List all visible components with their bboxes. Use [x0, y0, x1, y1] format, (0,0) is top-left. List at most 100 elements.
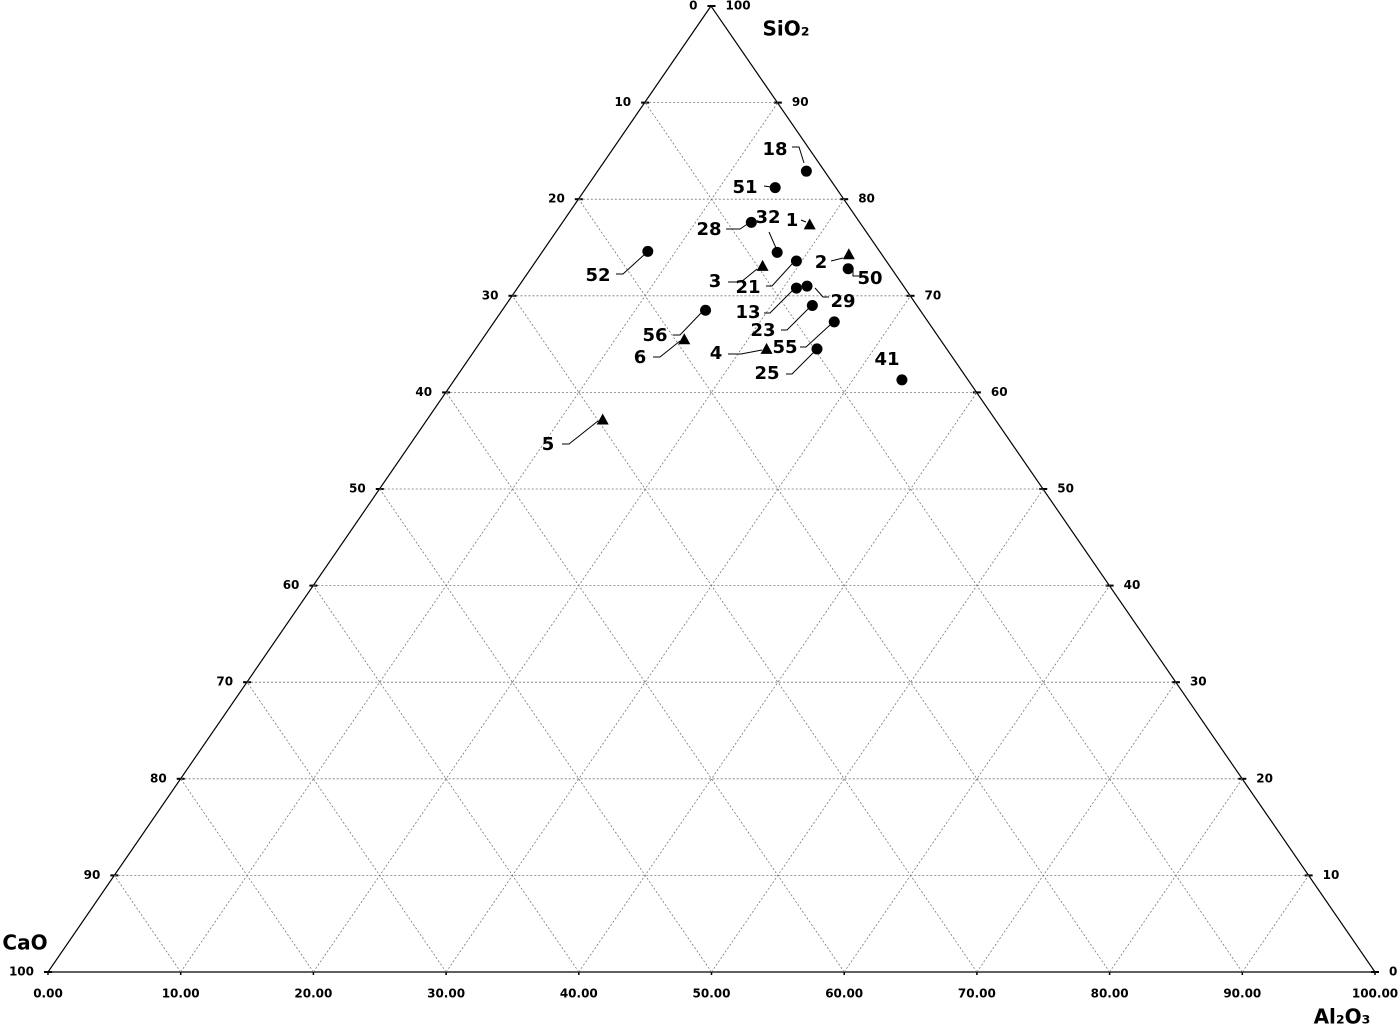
right-tick-label: 70: [925, 288, 942, 302]
leader-line: [616, 253, 646, 275]
point-circle: [811, 343, 823, 355]
grid-line: [1241, 875, 1309, 973]
point-triangle: [842, 248, 855, 260]
leader-line: [852, 270, 860, 277]
point-circle: [745, 216, 757, 228]
right-tick-label: 10: [1323, 868, 1340, 882]
triangle-frame: [46, 4, 1377, 973]
bottom-tick-label: 40.00: [560, 987, 598, 1001]
left-tick-label: 90: [84, 868, 101, 882]
point-label: 55: [772, 337, 797, 358]
point-label: 18: [762, 139, 787, 160]
grid-line: [114, 875, 182, 973]
grid-line: [246, 681, 447, 973]
bottom-tick-label: 60.00: [825, 987, 863, 1001]
point-label: 4: [710, 343, 723, 364]
point-label: 41: [874, 349, 899, 370]
leader-line: [786, 351, 815, 375]
leader-line: [728, 349, 763, 355]
bottom-tick-label: 90.00: [1223, 987, 1261, 1001]
point-circle: [790, 255, 802, 267]
bottom-tick-label: 80.00: [1091, 987, 1129, 1001]
right-tick-label: 60: [991, 385, 1008, 399]
leader-line: [768, 231, 777, 249]
bottom-tick-label: 50.00: [693, 987, 731, 1001]
leader-line: [728, 268, 758, 283]
grid-line: [379, 488, 712, 973]
point-circle: [896, 374, 908, 386]
leader-line: [792, 146, 805, 164]
grid-line: [976, 681, 1177, 973]
point-label: 13: [735, 302, 760, 323]
point-label: 32: [755, 207, 780, 228]
grid-line: [711, 488, 1044, 973]
point-circle: [771, 246, 783, 258]
bottom-tick-label: 20.00: [294, 987, 332, 1001]
point-label: 56: [642, 325, 667, 346]
leader-line: [764, 290, 793, 314]
right-tick-label: 0: [1389, 965, 1397, 979]
leader-line: [814, 287, 829, 298]
point-label: 51: [732, 177, 757, 198]
right-tick-label: 30: [1190, 675, 1207, 689]
left-tick-label: 70: [216, 675, 233, 689]
grid-line: [1109, 778, 1243, 973]
grid-line: [578, 392, 978, 973]
left-tick-label: 40: [415, 385, 432, 399]
left-tick-label: 20: [548, 192, 565, 206]
point-triangle: [678, 333, 691, 345]
point-circle: [806, 299, 818, 311]
point-triangle: [756, 259, 769, 271]
point-triangle: [596, 413, 609, 425]
point-label: 21: [735, 277, 760, 298]
right-tick-label: 50: [1057, 482, 1074, 496]
leader-line: [800, 324, 831, 348]
leader-line: [766, 263, 793, 287]
point-label: 50: [857, 268, 882, 289]
right-tick-label: 90: [792, 95, 809, 109]
right-tick-label: 80: [858, 192, 875, 206]
bottom-tick-label: 10.00: [162, 987, 200, 1001]
point-circle: [700, 304, 712, 316]
point-circle: [769, 182, 781, 194]
grid-line: [313, 198, 845, 973]
right-tick-label: 20: [1256, 771, 1273, 785]
bottom-tick-label: 0.00: [33, 987, 63, 1001]
point-label: 5: [542, 434, 555, 455]
leader-line: [830, 257, 844, 262]
right-tick-label: 40: [1124, 578, 1141, 592]
grid-line: [512, 295, 978, 973]
point-label: 29: [830, 291, 855, 312]
point-label: 52: [585, 265, 610, 286]
leader-line: [562, 420, 599, 445]
point-label: 1: [786, 210, 799, 231]
top-axis-title: SiO₂: [762, 17, 809, 41]
bottom-tick-label: 100.00: [1352, 987, 1398, 1001]
grid-line: [644, 102, 1243, 973]
point-label: 23: [750, 320, 775, 341]
point-label: 28: [696, 219, 721, 240]
bottom-tick-label: 30.00: [427, 987, 465, 1001]
point-circle: [842, 263, 854, 275]
leader-line: [800, 219, 807, 223]
leader-line: [726, 222, 750, 230]
point-label: 2: [815, 252, 828, 273]
left-tick-label: 10: [614, 95, 631, 109]
left-axis-title: CaO: [2, 931, 47, 955]
grid-line: [180, 102, 779, 973]
leader-line: [781, 307, 810, 331]
left-tick-label: 50: [349, 482, 366, 496]
point-circle: [801, 280, 813, 292]
point-circle: [790, 282, 802, 294]
right-axis-title: Al₂O₃: [1314, 1005, 1371, 1029]
grid-line: [445, 295, 911, 973]
point-label: 6: [634, 347, 647, 368]
point-circle: [828, 316, 840, 328]
left-tick-label: 60: [283, 578, 300, 592]
left-tick-label: 30: [482, 288, 499, 302]
left-tick-label: 100: [9, 965, 34, 979]
point-triangle: [760, 342, 773, 354]
leader-line: [673, 312, 702, 336]
left-tick-label: 80: [150, 771, 167, 785]
